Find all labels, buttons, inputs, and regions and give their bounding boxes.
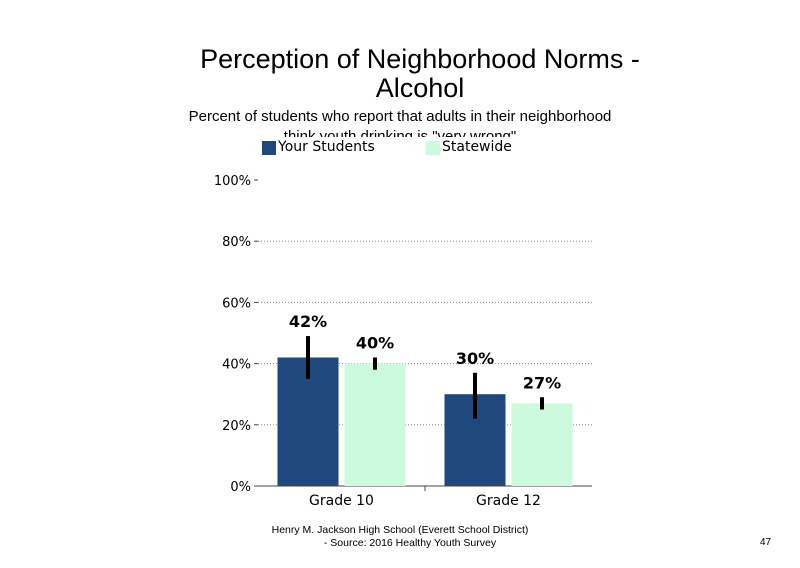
y-tick-label: 20% bbox=[222, 419, 251, 434]
data-label: 30% bbox=[456, 349, 494, 368]
chart-title-line-1: Perception of Neighborhood Norms - bbox=[200, 44, 640, 74]
bar-statewide bbox=[344, 363, 406, 486]
footer-source: - Source: 2016 Healthy Youth Survey bbox=[323, 537, 497, 549]
chart-subtitle-line-1: Percent of students who report that adul… bbox=[188, 108, 612, 125]
legend-label-your-students: Your Students bbox=[278, 139, 375, 155]
y-tick-label: 0% bbox=[230, 480, 251, 495]
y-tick-label: 80% bbox=[222, 235, 251, 250]
y-tick-label: 100% bbox=[214, 174, 251, 189]
data-label: 27% bbox=[523, 373, 561, 392]
bar-statewide bbox=[511, 403, 573, 486]
legend-swatch-your-students bbox=[262, 141, 276, 155]
bar-your-students bbox=[277, 357, 339, 486]
y-tick-label: 60% bbox=[222, 296, 251, 311]
chart-subtitle: Percent of students who report that adul… bbox=[140, 107, 660, 137]
chart-subtitle-line-2: think youth drinking is "very wrong" bbox=[283, 128, 517, 137]
legend-swatch-statewide bbox=[426, 141, 440, 155]
page-number: 47 bbox=[760, 537, 772, 548]
footer: Henry M. Jackson High School (Everett Sc… bbox=[230, 524, 570, 550]
x-category-label: Grade 10 bbox=[309, 493, 374, 509]
chart-title: Perception of Neighborhood Norms - Alcoh… bbox=[120, 45, 720, 103]
chart-title-line-2: Alcohol bbox=[375, 73, 465, 103]
y-tick-label: 40% bbox=[222, 358, 251, 373]
data-label: 42% bbox=[289, 312, 327, 331]
x-category-label: Grade 12 bbox=[476, 493, 541, 509]
footer-school: Henry M. Jackson High School (Everett Sc… bbox=[271, 524, 529, 536]
legend-label-statewide: Statewide bbox=[442, 139, 512, 155]
data-label: 40% bbox=[356, 333, 394, 352]
